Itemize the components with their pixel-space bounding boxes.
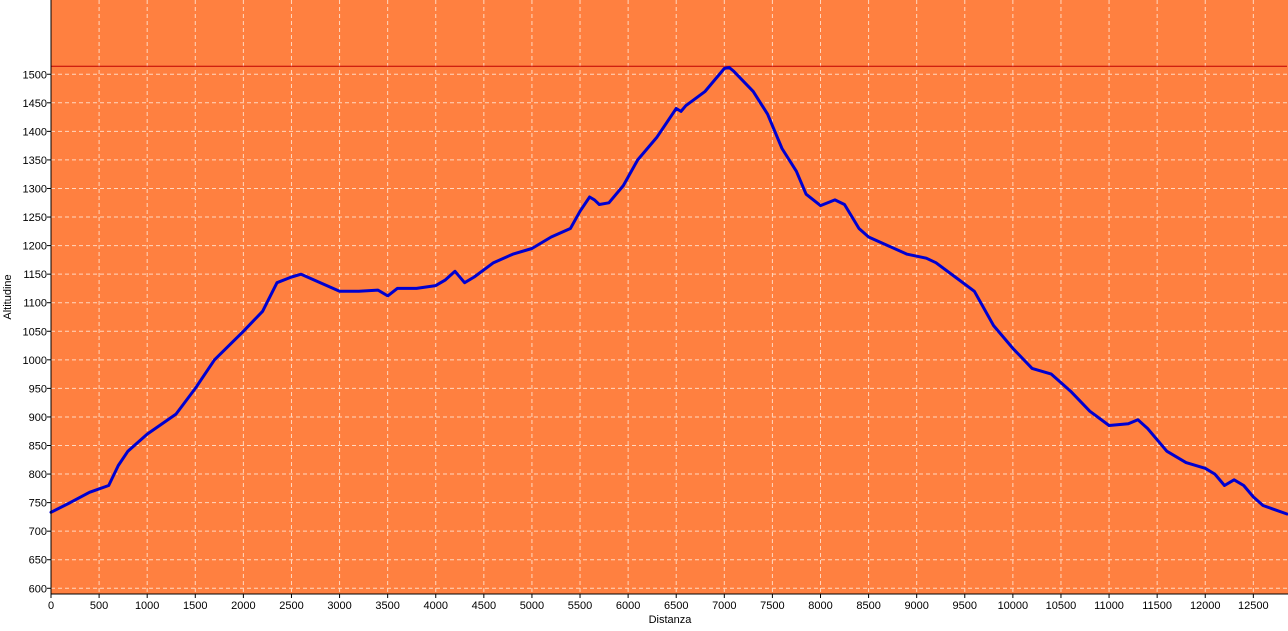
y-tick-label: 1250 (23, 212, 47, 224)
x-tick-label: 12500 (1238, 600, 1269, 612)
x-tick-label: 9000 (904, 600, 928, 612)
x-tick-label: 7000 (712, 600, 736, 612)
y-tick-label: 850 (29, 441, 47, 453)
axes (50, 0, 1288, 595)
x-tick-label: 8500 (856, 600, 880, 612)
x-tick-label: 500 (90, 600, 108, 612)
x-tick-label: 10500 (1046, 600, 1077, 612)
x-tick-label: 2000 (231, 600, 255, 612)
x-tick-label: 2500 (279, 600, 303, 612)
x-tick-label: 1500 (183, 600, 207, 612)
x-tick-label: 10000 (998, 600, 1029, 612)
y-tick-label: 800 (29, 469, 47, 481)
grid-lines (51, 0, 1287, 594)
x-tick-label: 4500 (472, 600, 496, 612)
x-tick-labels: 0 500 1000 1500 2000 2500 3000 3500 4000 4500 5000… (48, 594, 1269, 612)
x-tick-label: 5500 (568, 600, 592, 612)
x-tick-label: 6500 (664, 600, 688, 612)
elevation-series-line (49, 65, 1288, 516)
x-tick-label: 11500 (1142, 600, 1172, 612)
x-tick-label: 3000 (327, 600, 351, 612)
x-axis-label: Distanza (649, 614, 693, 626)
y-axis-label: Altitudine (2, 274, 14, 319)
x-tick-label: 1000 (135, 600, 159, 612)
x-tick-label: 5000 (520, 600, 544, 612)
x-tick-label: 4000 (424, 600, 448, 612)
y-tick-label: 900 (29, 412, 47, 424)
y-tick-label: 600 (29, 583, 47, 595)
y-tick-label: 700 (29, 526, 47, 538)
y-tick-label: 1100 (23, 298, 47, 310)
x-tick-label: 11000 (1094, 600, 1124, 612)
y-tick-label: 1300 (23, 183, 47, 195)
x-tick-label: 0 (48, 600, 54, 612)
x-tick-label: 12000 (1190, 600, 1221, 612)
y-tick-label: 1050 (23, 326, 47, 338)
y-tick-label: 1150 (23, 269, 47, 281)
y-tick-label: 650 (29, 555, 47, 567)
x-tick-label: 7500 (760, 600, 784, 612)
y-tick-label: 1500 (23, 69, 47, 81)
y-tick-label: 950 (29, 383, 47, 395)
y-tick-label: 1000 (23, 355, 47, 367)
x-tick-label: 3500 (375, 600, 399, 612)
x-tick-label: 9500 (953, 600, 977, 612)
y-tick-label: 1200 (23, 241, 47, 253)
x-tick-label: 8000 (808, 600, 832, 612)
y-tick-label: 1400 (23, 126, 47, 138)
y-tick-label: 1450 (23, 98, 47, 110)
y-tick-label: 1350 (23, 155, 47, 167)
plot-area (51, 0, 1288, 594)
y-tick-labels: 600 650 700 750 800 850 900 950 1000 1050 1100 1150… (23, 69, 51, 595)
x-tick-label: 6000 (616, 600, 640, 612)
y-tick-label: 750 (29, 498, 47, 510)
